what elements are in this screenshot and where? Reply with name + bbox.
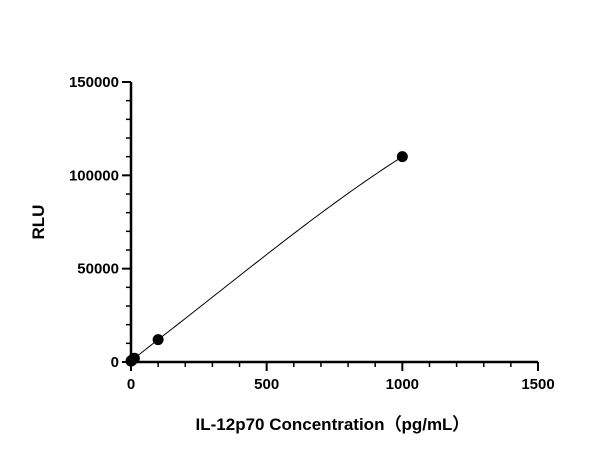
x-tick-label: 1500: [521, 376, 554, 393]
x-tick-label: 500: [254, 376, 279, 393]
fit-curve: [130, 156, 403, 362]
data-point: [128, 352, 140, 364]
x-tick-label: 0: [127, 376, 135, 393]
y-ticks: 0 50000 100000 150000: [69, 74, 131, 371]
x-tick-label: 1000: [386, 376, 419, 393]
data-point: [152, 334, 164, 346]
y-tick-label: 50000: [77, 261, 119, 278]
y-tick-label: 0: [111, 354, 119, 371]
y-tick-label: 150000: [69, 74, 119, 91]
x-axis-title: IL-12p70 Concentration（pg/mL）: [196, 414, 470, 434]
data-points: [125, 151, 408, 367]
y-tick-label: 100000: [69, 167, 119, 184]
axes: 0 50000 100000 150000 0 500 1000 1500: [69, 74, 555, 393]
data-point: [396, 151, 408, 163]
x-ticks: 0 500 1000 1500: [127, 362, 555, 393]
y-axis-title: RLU: [29, 205, 48, 240]
